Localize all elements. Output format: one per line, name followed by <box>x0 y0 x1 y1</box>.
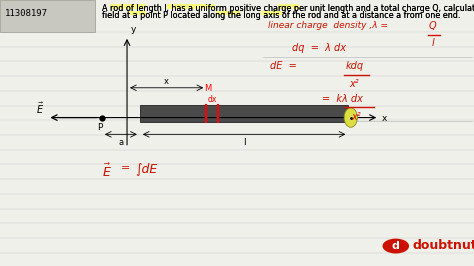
Text: dq  =  λ dx: dq = λ dx <box>292 43 346 53</box>
Text: =  kλ dx: = kλ dx <box>322 94 363 104</box>
Text: kdq: kdq <box>346 61 364 71</box>
Text: =: = <box>121 163 130 173</box>
Bar <box>140 105 348 122</box>
Text: x²: x² <box>351 112 360 122</box>
Bar <box>278 4 299 9</box>
Text: ∫dE: ∫dE <box>135 162 157 175</box>
Bar <box>261 11 282 15</box>
Text: y: y <box>131 25 136 34</box>
Bar <box>110 4 146 9</box>
Text: dx: dx <box>208 95 217 104</box>
Text: l: l <box>432 38 435 48</box>
Bar <box>0 0 95 32</box>
Text: l: l <box>243 138 246 147</box>
Text: A rod of length l, has a uniform positive charge per unit length and a total cha: A rod of length l, has a uniform positiv… <box>102 4 474 13</box>
Text: A rod of length l, has a uniform positive charge per unit length and a total cha: A rod of length l, has a uniform positiv… <box>102 4 474 13</box>
Text: $\vec{E}$: $\vec{E}$ <box>102 162 112 180</box>
Text: linear charge  density ,λ =: linear charge density ,λ = <box>268 21 388 30</box>
Text: a: a <box>118 138 123 147</box>
Text: field at a point P located along the long axis of the rod and at a distance a fr: field at a point P located along the lon… <box>102 11 460 20</box>
Ellipse shape <box>344 108 357 127</box>
Text: x²: x² <box>349 79 358 89</box>
Text: $\vec{E}$: $\vec{E}$ <box>36 100 45 116</box>
Bar <box>167 4 215 9</box>
Text: dE  =: dE = <box>270 61 297 71</box>
Text: M: M <box>204 84 211 93</box>
Bar <box>216 11 240 15</box>
Circle shape <box>383 239 409 253</box>
Text: Q: Q <box>429 21 437 31</box>
Text: doubtnut: doubtnut <box>412 239 474 252</box>
Text: 11308197: 11308197 <box>5 9 48 18</box>
Text: x: x <box>164 77 169 86</box>
Text: x: x <box>382 114 387 123</box>
Text: d: d <box>392 241 400 251</box>
Bar <box>129 11 146 15</box>
Text: field at a point P located along the long axis of the rod and at a distance a fr: field at a point P located along the lon… <box>102 11 460 20</box>
Text: P: P <box>97 123 102 132</box>
